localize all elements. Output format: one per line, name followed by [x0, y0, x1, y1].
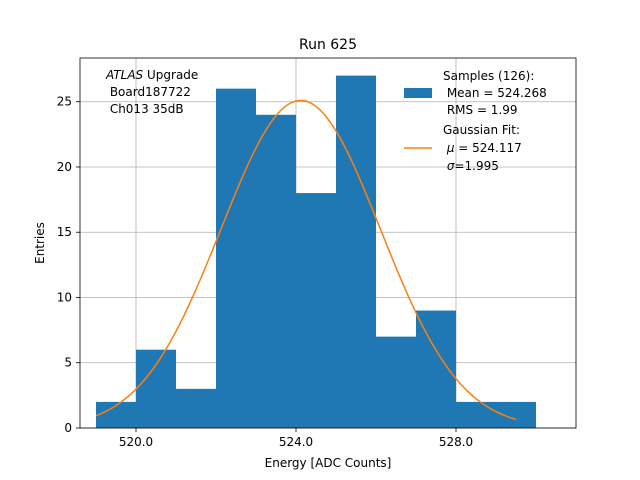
histogram-bar	[256, 114, 296, 428]
plot-frame	[79, 57, 577, 429]
y-tick-label: 5	[64, 356, 72, 370]
histogram-bar	[456, 401, 496, 428]
annotation-upgrade: Upgrade	[143, 68, 198, 82]
gaussian-fit-curve	[95, 99, 517, 421]
histogram-bar	[216, 88, 256, 428]
x-tick-label: 524.0	[279, 435, 313, 449]
y-tick-label: 15	[57, 225, 72, 239]
annotation-line-1: ATLAS Upgrade	[105, 68, 198, 82]
legend-fit-mu: μ = 524.117	[443, 141, 522, 155]
annotation-channel: Ch013 35dB	[106, 102, 184, 116]
annotation-atlas-italic: ATLAS	[105, 68, 144, 82]
histogram-bars	[96, 75, 536, 428]
legend-mu-symbol: μ	[446, 141, 455, 155]
annotation-board: Board187722	[106, 85, 191, 99]
histogram-bar	[376, 336, 416, 428]
x-tick-label: 528.0	[439, 435, 473, 449]
chart-title: Run 625	[299, 37, 357, 53]
y-tick-label: 20	[57, 160, 72, 174]
y-tick-label: 10	[57, 290, 72, 304]
atlas-annotation: ATLAS Upgrade Board187722 Ch013 35dB	[105, 68, 198, 116]
histogram-bar	[416, 310, 456, 428]
legend-fit-label: Gaussian Fit:	[443, 123, 520, 137]
legend-sigma-symbol: σ	[447, 159, 455, 173]
y-tick-label: 0	[64, 421, 72, 435]
x-tick-label: 520.0	[119, 435, 153, 449]
legend: Samples (126): Mean = 524.268 RMS = 1.99…	[404, 69, 547, 173]
y-axis-ticks: 0 5 10 15 20 25	[57, 95, 80, 435]
legend-mean-label: Mean = 524.268	[443, 86, 547, 100]
histogram-bar	[296, 193, 336, 428]
histogram-bar	[336, 75, 376, 428]
y-tick-label: 25	[57, 95, 72, 109]
legend-fit-sigma: σ=1.995	[443, 159, 499, 173]
legend-rms-label: RMS = 1.99	[443, 103, 518, 117]
x-axis-label: Energy [ADC Counts]	[265, 456, 392, 470]
histogram-bar	[136, 349, 176, 428]
histogram-bar	[176, 388, 216, 428]
legend-histogram-swatch	[404, 88, 432, 98]
legend-mu-value: = 524.117	[454, 141, 521, 155]
legend-sigma-value: =1.995	[454, 159, 498, 173]
x-axis-ticks: 520.0 524.0 528.0	[119, 428, 473, 449]
legend-samples-label: Samples (126):	[443, 69, 534, 83]
y-axis-label: Entries	[33, 222, 47, 264]
